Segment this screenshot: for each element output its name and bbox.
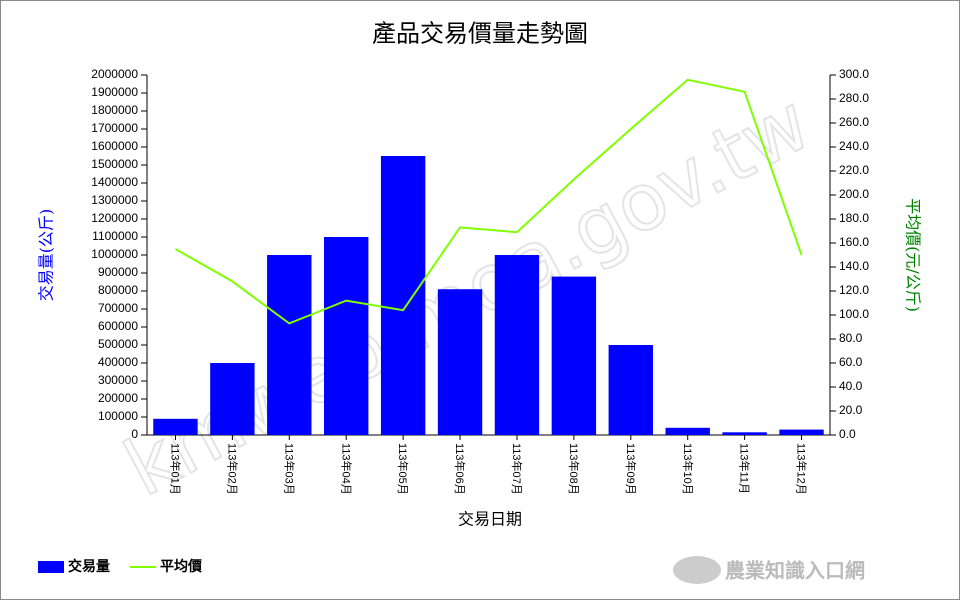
y2-tick-label: 300.0: [839, 67, 869, 81]
x-tick-label: 113年02月: [225, 443, 239, 495]
y2-tick-label: 180.0: [839, 211, 869, 225]
bar: [551, 276, 597, 435]
x-tick-label: 113年05月: [396, 443, 410, 495]
y-tick-label: 1300000: [91, 193, 138, 207]
bar: [779, 429, 824, 435]
y2-tick-label: 100.0: [839, 307, 869, 321]
x-tick-label: 113年10月: [681, 443, 695, 495]
y-tick-label: 1600000: [91, 139, 138, 153]
y-tick-label: 400000: [98, 355, 138, 369]
x-tick-label: 113年07月: [510, 443, 524, 495]
y2-tick-label: 0.0: [839, 427, 856, 441]
y2-tick-label: 240.0: [839, 139, 869, 153]
y2-tick-label: 20.0: [839, 403, 863, 417]
y-tick-label: 300000: [98, 373, 138, 387]
bar: [210, 363, 255, 435]
y2-tick-label: 60.0: [839, 355, 863, 369]
y2-tick-label: 140.0: [839, 259, 869, 273]
y-tick-label: 900000: [98, 265, 138, 279]
bar: [153, 418, 198, 435]
y-tick-label: 2000000: [91, 67, 138, 81]
y-tick-label: 0: [131, 427, 138, 441]
y-tick-label: 200000: [98, 391, 138, 405]
chart-title: 產品交易價量走勢圖: [372, 20, 588, 48]
y-tick-label: 1000000: [91, 247, 138, 261]
legend-label: 平均價: [160, 558, 203, 575]
bar: [722, 432, 767, 435]
y-tick-label: 1900000: [91, 85, 138, 99]
x-tick-label: 113年09月: [624, 443, 638, 495]
bar: [380, 156, 426, 435]
y-tick-label: 1100000: [92, 229, 138, 243]
line: [174, 78, 803, 325]
y-tick-label: 100000: [98, 409, 138, 423]
x-tick-label: 113年08月: [567, 443, 581, 495]
y-tick-label: 600000: [98, 319, 138, 333]
bar: [437, 289, 483, 435]
y2-tick-label: 40.0: [839, 379, 863, 393]
bar: [267, 255, 312, 435]
x-tick-label: 113年11月: [738, 443, 752, 494]
bar: [494, 255, 540, 435]
y-tick-label: 1800000: [91, 103, 138, 117]
y-tick-label: 800000: [98, 283, 138, 297]
logo-icon: [673, 556, 721, 584]
y-tick-label: 500000: [98, 337, 138, 351]
y-tick-label: 1400000: [91, 175, 138, 189]
y2-tick-label: 200.0: [839, 187, 869, 201]
y-tick-label: 1700000: [91, 121, 138, 135]
y2-tick-label: 160.0: [839, 235, 869, 249]
y-tick-label: 1200000: [91, 211, 138, 225]
y2-axis-title: 平均價(元/公斤): [904, 198, 923, 312]
x-tick-label: 113年01月: [169, 443, 183, 495]
y2-tick-label: 80.0: [839, 331, 863, 345]
y-tick-label: 700000: [98, 301, 138, 315]
bar: [608, 345, 653, 435]
y2-tick-label: 220.0: [839, 163, 869, 177]
y-tick-label: 1500000: [91, 157, 138, 171]
x-axis-title: 交易日期: [458, 510, 522, 529]
y-axis-title: 交易量(公斤): [37, 209, 56, 302]
legend-swatch: [38, 561, 64, 573]
x-tick-label: 113年12月: [795, 443, 809, 495]
bar: [324, 237, 369, 435]
logo-text: 農業知識入口網: [725, 559, 865, 583]
y2-tick-label: 260.0: [839, 115, 869, 129]
y2-tick-label: 120.0: [839, 283, 869, 297]
x-tick-label: 113年03月: [282, 443, 296, 495]
bar: [665, 427, 710, 435]
legend-label: 交易量: [68, 558, 110, 575]
x-tick-label: 113年04月: [339, 443, 353, 495]
y2-tick-label: 280.0: [839, 91, 869, 105]
x-tick-label: 113年06月: [453, 443, 467, 495]
